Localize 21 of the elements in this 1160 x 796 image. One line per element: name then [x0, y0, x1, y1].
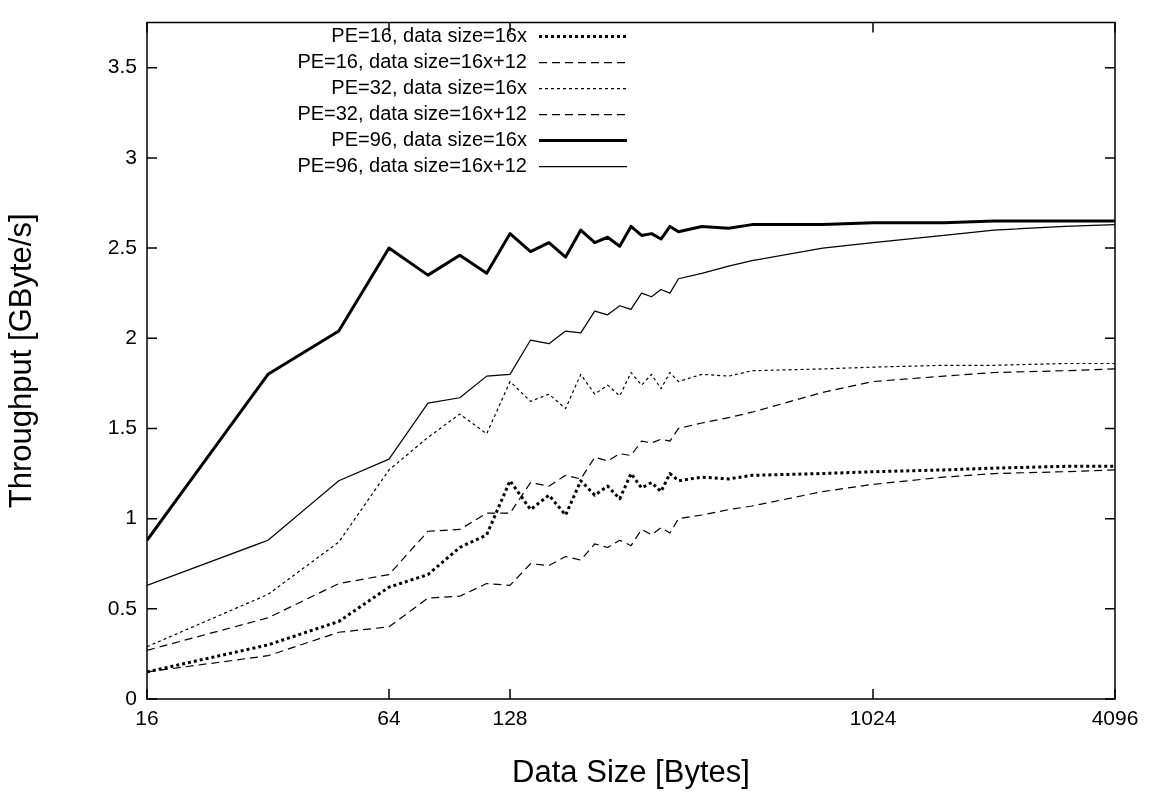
x-axis-title: Data Size [Bytes]	[512, 753, 750, 789]
x-tick-label: 1024	[849, 706, 897, 730]
y-tick-label: 2	[125, 325, 137, 349]
y-tick-label: 3.5	[107, 54, 137, 78]
y-tick-label: 0	[125, 685, 137, 709]
legend-label: PE=16, data size=16x	[331, 24, 527, 47]
x-tick-label: 128	[492, 706, 528, 730]
legend-label: PE=32, data size=16x	[331, 76, 527, 99]
y-tick-label: 3	[125, 144, 137, 168]
y-tick-label: 1.5	[107, 415, 137, 439]
x-tick-label: 4096	[1091, 706, 1139, 730]
x-tick-label: 16	[135, 706, 159, 730]
legend-label: PE=96, data size=16x	[331, 128, 527, 151]
legend-label: PE=96, data size=16x+12	[297, 154, 527, 177]
legend-label: PE=16, data size=16x+12	[297, 50, 527, 73]
y-axis-title: Throughput [GByte/s]	[3, 213, 39, 509]
y-tick-label: 0.5	[107, 595, 137, 619]
legend-label: PE=32, data size=16x+12	[297, 102, 527, 125]
y-tick-label: 2.5	[107, 234, 137, 258]
y-tick-label: 1	[125, 505, 137, 529]
x-tick-label: 64	[377, 706, 401, 730]
